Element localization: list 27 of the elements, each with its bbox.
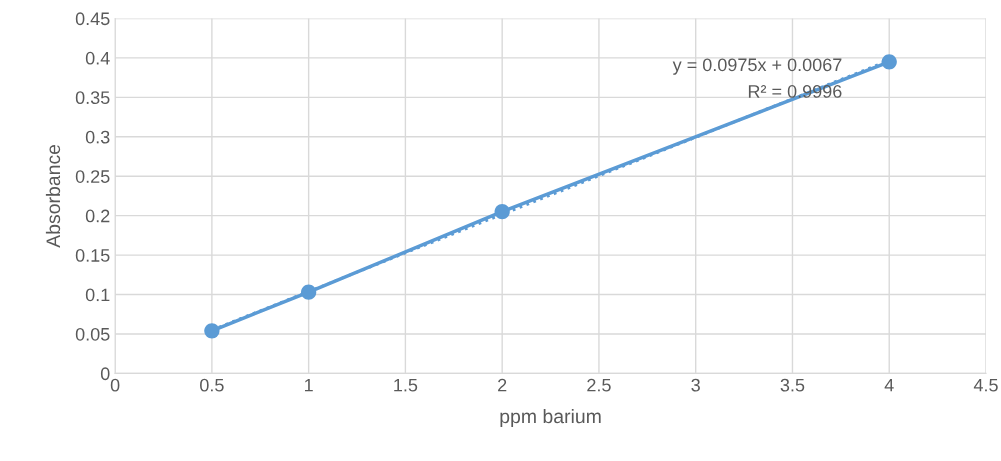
x-tick-label: 2.5: [587, 378, 611, 392]
y-tick-label: 0.25: [75, 170, 110, 183]
point: [881, 54, 897, 70]
x-tick-label: 2: [498, 378, 507, 392]
y-tick-label: 0: [100, 367, 110, 381]
point: [494, 204, 510, 220]
point: [204, 323, 220, 339]
x-tick-label: 1: [305, 378, 313, 392]
x-tick-label: 3.5: [780, 378, 805, 392]
y-tick-label: 0.3: [85, 130, 110, 144]
x-tick-label: 0: [110, 378, 120, 392]
y-tick-label: 0.45: [75, 12, 110, 26]
y-tick-label: 0.4: [85, 51, 110, 65]
annotation: y = 0.0975x + 0.0067: [672, 58, 842, 75]
x-tick-label: 4: [884, 378, 894, 392]
x-tick-label: 3: [691, 378, 700, 392]
y-tick-label: 0.05: [75, 327, 110, 341]
y-tick-label: 0.15: [75, 249, 110, 262]
y-axis-title: Absorbance: [45, 144, 61, 248]
x-tick-label: 0.5: [200, 378, 224, 392]
y-tick-label: 0.35: [75, 91, 110, 105]
y-tick-label: 0.2: [85, 209, 110, 223]
x-tick-label: 1.5: [394, 378, 418, 392]
point: [301, 284, 317, 300]
y-tick-label: 0.1: [85, 288, 110, 302]
x-axis-title: ppm barium: [500, 408, 601, 428]
x-tick-label: 4.5: [973, 378, 998, 392]
